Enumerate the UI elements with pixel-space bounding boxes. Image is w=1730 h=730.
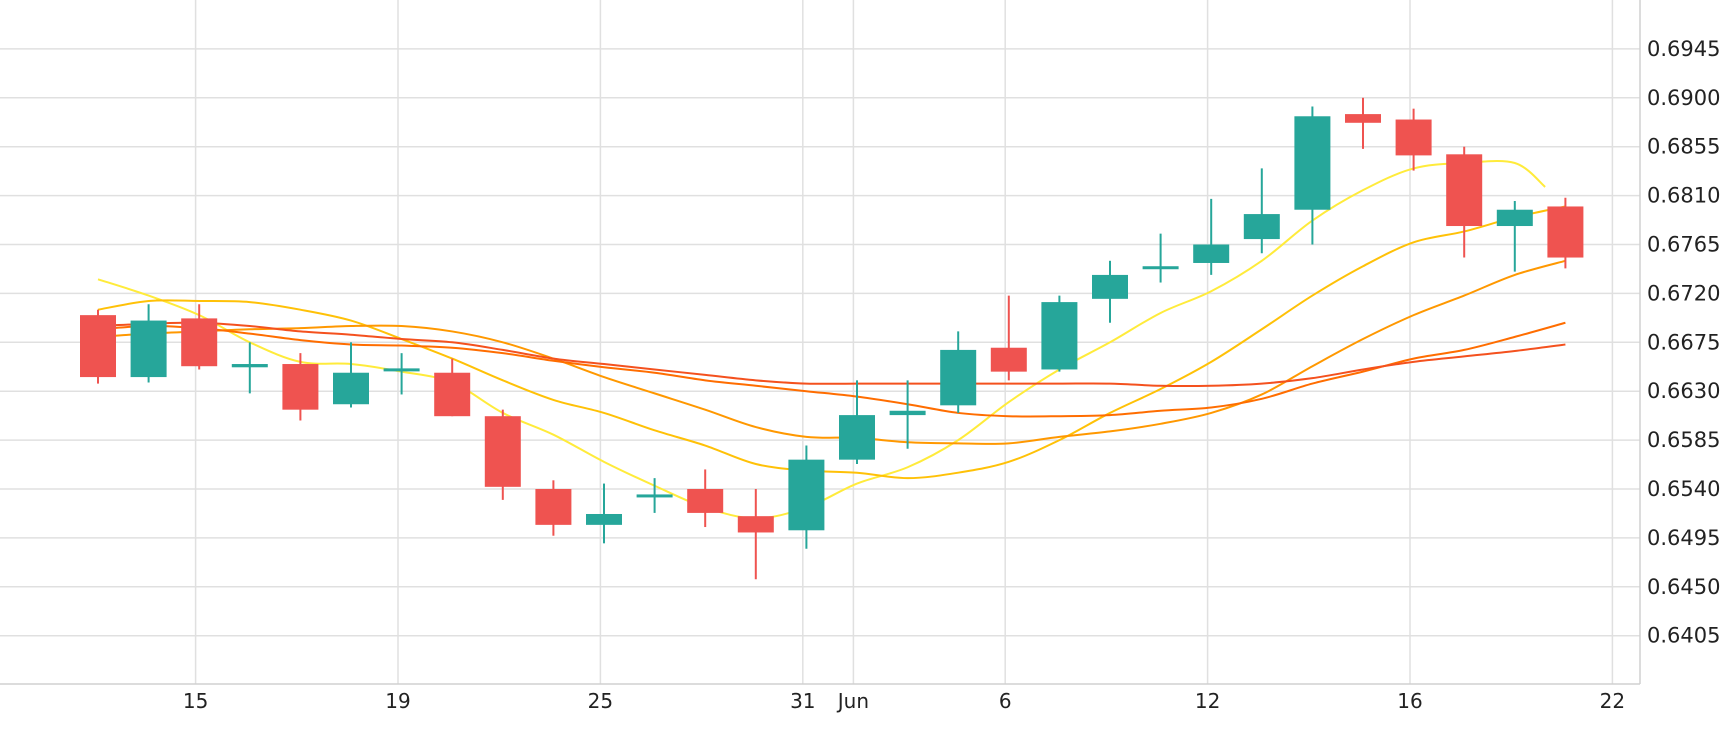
candle-body <box>737 516 774 533</box>
candle <box>940 331 977 413</box>
candle-body <box>1041 302 1078 370</box>
candle <box>687 469 724 528</box>
candle-body <box>181 318 218 367</box>
candle-body <box>940 349 977 406</box>
candle <box>1345 97 1381 149</box>
time-axis-labels: 15 19 25 31 Jun 6 12 16 22 <box>183 689 1625 713</box>
x-tick-label: 12 <box>1195 689 1220 713</box>
x-tick-label: 25 <box>588 689 613 713</box>
moving-average-line <box>97 321 1566 418</box>
candle-body <box>788 459 825 531</box>
price-axis-labels: 0.6945 0.6900 0.6855 0.6810 0.6765 0.6720 0.66… <box>1647 37 1720 648</box>
candle-body <box>990 347 1027 372</box>
y-tick-label: 0.6855 <box>1647 135 1720 159</box>
x-tick-label: 15 <box>183 689 208 713</box>
candle <box>586 483 622 544</box>
x-tick-label: 22 <box>1600 689 1625 713</box>
candle <box>130 304 167 383</box>
y-tick-label: 0.6945 <box>1647 37 1720 61</box>
candle-body <box>80 315 116 378</box>
candle <box>1294 106 1331 245</box>
candle-body <box>889 410 926 416</box>
y-tick-label: 0.6630 <box>1647 379 1720 403</box>
moving-average-lines <box>97 160 1566 520</box>
candle <box>1041 295 1078 372</box>
y-tick-label: 0.6900 <box>1647 86 1720 110</box>
candle <box>181 304 218 370</box>
candle-body <box>1496 209 1533 227</box>
candle <box>636 478 673 513</box>
y-tick-label: 0.6720 <box>1647 281 1720 305</box>
candle <box>1496 201 1533 272</box>
candle-body <box>586 513 622 525</box>
candle-body <box>1345 114 1381 123</box>
candle <box>889 380 926 449</box>
candle-body <box>535 489 572 525</box>
candle-body <box>333 372 369 405</box>
candle <box>434 358 471 417</box>
moving-average-line <box>97 259 1566 445</box>
candles <box>80 97 1584 580</box>
y-tick-label: 0.6810 <box>1647 184 1720 208</box>
candle-body <box>434 372 471 417</box>
candle <box>282 353 319 421</box>
horizontal-gridlines <box>0 48 1640 637</box>
candle-body <box>1243 214 1280 240</box>
candle <box>1547 197 1584 269</box>
candle-body <box>130 320 167 378</box>
candle <box>80 309 116 384</box>
candle-body <box>1092 274 1128 299</box>
x-tick-label: 16 <box>1397 689 1422 713</box>
candle <box>231 342 268 394</box>
x-tick-label: 19 <box>385 689 410 713</box>
candle <box>788 445 825 549</box>
candle-body <box>636 494 673 498</box>
candle-body <box>1294 116 1331 210</box>
candle-body <box>1395 119 1432 156</box>
candle <box>1193 198 1230 275</box>
candle-body <box>282 364 319 410</box>
candle <box>737 489 774 580</box>
candle-body <box>383 368 420 372</box>
x-tick-label: 31 <box>790 689 815 713</box>
candle-body <box>1547 206 1584 258</box>
candle-body <box>1193 244 1230 263</box>
x-tick-label: Jun <box>836 689 869 713</box>
candle-body <box>1446 154 1483 227</box>
y-tick-label: 0.6540 <box>1647 477 1720 501</box>
candle <box>1092 260 1128 323</box>
y-tick-label: 0.6495 <box>1647 526 1720 550</box>
y-tick-label: 0.6585 <box>1647 428 1720 452</box>
moving-average-line <box>97 160 1546 520</box>
candle-body <box>231 364 268 368</box>
y-tick-label: 0.6405 <box>1647 624 1720 648</box>
candle <box>535 480 572 536</box>
moving-average-line <box>97 321 1566 388</box>
candle <box>383 353 420 395</box>
moving-average-line <box>97 205 1566 480</box>
candle-body <box>839 415 875 460</box>
candle <box>333 342 369 408</box>
candle-body <box>687 489 724 513</box>
candle-body <box>484 416 521 487</box>
candle <box>484 409 521 500</box>
y-tick-label: 0.6675 <box>1647 330 1720 354</box>
candle <box>990 295 1027 381</box>
candle <box>1395 108 1432 171</box>
candle <box>839 380 875 465</box>
candle <box>1142 233 1179 283</box>
candle <box>1243 168 1280 254</box>
candle-body <box>1142 266 1179 270</box>
x-tick-label: 6 <box>999 689 1012 713</box>
y-tick-label: 0.6765 <box>1647 233 1720 257</box>
y-tick-label: 0.6450 <box>1647 575 1720 599</box>
candle <box>1446 146 1483 258</box>
